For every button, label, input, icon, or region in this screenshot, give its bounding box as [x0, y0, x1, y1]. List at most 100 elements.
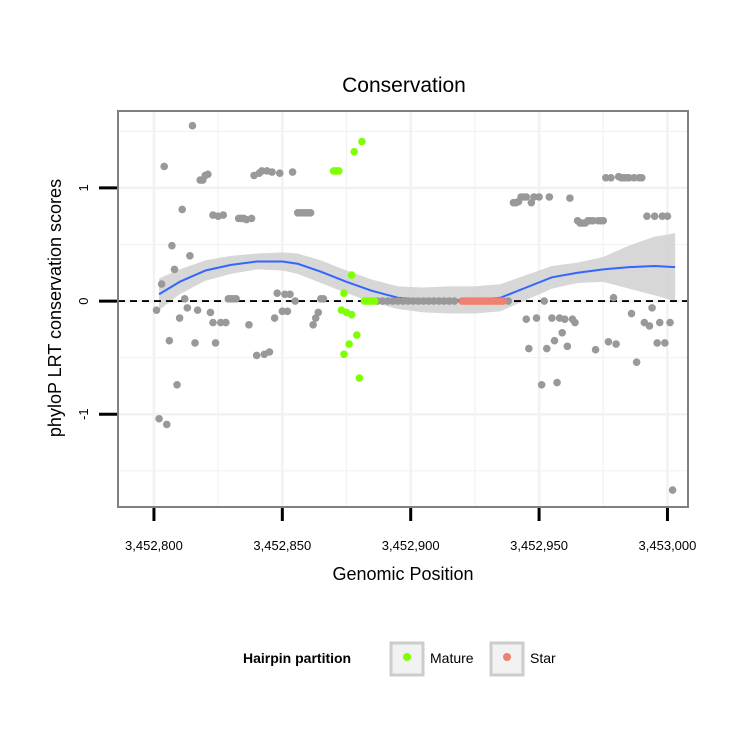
data-point	[535, 193, 543, 201]
data-point	[180, 295, 189, 303]
data-point	[522, 193, 531, 201]
data-point	[663, 212, 672, 221]
mature-point	[335, 167, 343, 175]
mature-point	[347, 271, 356, 279]
data-point	[522, 315, 531, 323]
data-point	[643, 212, 651, 221]
data-point	[268, 168, 276, 176]
data-point	[609, 293, 618, 302]
y-axis-label: phyloP LRT conservation scores	[45, 179, 65, 437]
mature-point	[347, 310, 356, 319]
mature-point	[340, 289, 348, 297]
data-points	[152, 121, 677, 494]
confidence-band	[159, 233, 676, 314]
data-point	[157, 280, 166, 288]
data-point	[655, 318, 664, 327]
data-point	[540, 297, 549, 305]
legend-dot-mature	[403, 653, 411, 661]
data-point	[548, 314, 556, 322]
data-point	[206, 308, 215, 317]
data-point	[566, 194, 574, 202]
data-point	[599, 216, 608, 225]
data-point	[173, 381, 181, 389]
data-point	[188, 121, 197, 130]
data-point	[204, 170, 212, 179]
x-tick-label: 3,452,900	[382, 538, 440, 553]
legend-dot-star	[503, 653, 511, 661]
data-point	[170, 265, 179, 274]
y-axis: -1 0 1	[76, 184, 117, 420]
plot-panel	[117, 110, 689, 508]
data-point	[222, 318, 230, 327]
data-point	[607, 173, 615, 182]
data-point	[666, 318, 674, 327]
mature-point	[370, 297, 379, 305]
x-axis: 3,452,800 3,452,850 3,452,900 3,452,950 3,45…	[125, 508, 696, 553]
data-point	[648, 304, 656, 312]
data-point	[632, 358, 641, 366]
data-point	[525, 344, 533, 353]
data-point	[311, 314, 320, 322]
data-point	[211, 339, 220, 347]
data-point	[288, 168, 297, 176]
mature-point	[358, 137, 366, 146]
data-point	[275, 169, 284, 178]
data-point	[160, 162, 169, 171]
data-point	[645, 322, 654, 330]
data-point	[232, 295, 240, 303]
data-point	[168, 241, 176, 250]
data-point	[591, 345, 600, 354]
x-tick-label: 3,452,850	[253, 538, 311, 553]
data-point	[527, 198, 536, 207]
data-point	[545, 193, 554, 201]
data-point	[553, 378, 561, 387]
data-point	[183, 304, 192, 312]
data-point	[537, 381, 546, 389]
data-point	[155, 414, 163, 423]
data-point	[178, 205, 186, 214]
confidence-band-layer	[159, 233, 676, 314]
data-point	[165, 336, 174, 345]
mature-point	[340, 350, 348, 359]
mature-point	[345, 340, 353, 348]
data-point	[191, 339, 199, 347]
mature-point	[352, 331, 361, 339]
data-point	[309, 321, 317, 329]
data-point	[245, 321, 253, 329]
data-point	[252, 351, 261, 360]
data-point	[650, 212, 659, 221]
data-point	[637, 173, 646, 182]
mature-point	[355, 374, 364, 382]
legend-title: Hairpin partition	[243, 650, 351, 666]
data-point	[661, 339, 669, 347]
data-point	[175, 314, 184, 322]
data-point	[532, 314, 541, 322]
data-point	[219, 211, 228, 219]
y-tick-label: -1	[76, 408, 91, 420]
data-point	[450, 297, 459, 305]
data-point	[627, 309, 636, 318]
data-point	[560, 315, 569, 323]
data-point	[283, 307, 292, 316]
chart-title: Conservation	[342, 74, 466, 97]
data-point	[314, 308, 323, 317]
data-point	[152, 306, 161, 314]
data-point	[286, 290, 294, 299]
x-tick-label: 3,453,000	[639, 538, 697, 553]
data-point	[612, 340, 620, 348]
data-point	[291, 297, 299, 305]
data-point	[306, 209, 315, 217]
data-point	[162, 420, 171, 429]
x-axis-label: Genomic Position	[332, 564, 473, 584]
legend-label-mature: Mature	[430, 650, 474, 666]
data-point	[265, 348, 274, 356]
data-point	[186, 252, 194, 260]
x-tick-label: 3,452,800	[125, 538, 183, 553]
y-tick-label: 0	[76, 297, 91, 304]
data-point	[273, 289, 281, 297]
data-point	[668, 486, 677, 494]
data-point	[604, 338, 613, 346]
panel-border	[117, 110, 689, 508]
legend: Hairpin partition Mature Star	[243, 641, 556, 677]
